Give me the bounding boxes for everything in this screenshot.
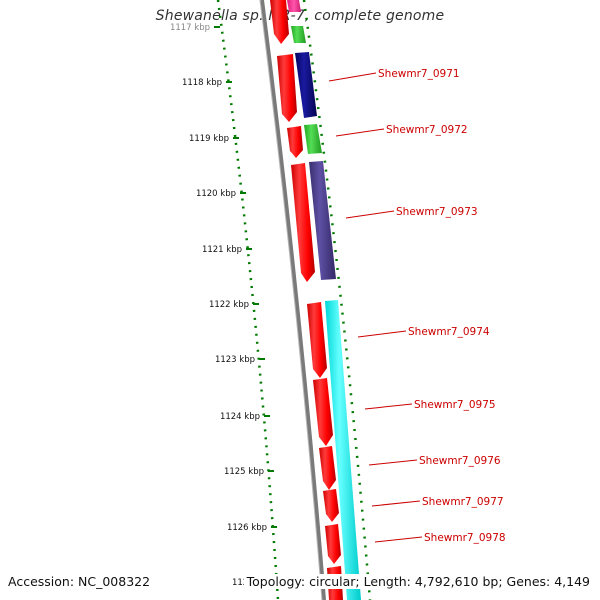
cds-arrow — [270, 0, 289, 44]
accession-label: Accession: NC_008322 — [8, 574, 151, 589]
gene-callout-line — [368, 459, 418, 466]
cds-arrow — [323, 489, 339, 522]
map-title: Shewanella sp. MR-7, complete genome — [155, 8, 445, 24]
gene-callout-line — [357, 330, 407, 338]
scale-tick-label: 1120 kbp — [196, 189, 236, 199]
gene-callout-line — [374, 536, 423, 543]
scale-tick-label: 1121 kbp — [202, 245, 242, 255]
gene-label: Shewmr7_0971 — [378, 68, 460, 80]
gene-label: Shewmr7_0974 — [408, 326, 490, 338]
scale-tick-label: 1126 kbp — [227, 523, 267, 533]
cds-arrow — [291, 163, 315, 282]
gene-callout-line — [364, 403, 413, 410]
cog-block-cyan — [325, 300, 361, 600]
gene-callout-line — [371, 500, 421, 507]
cog-block-navy — [295, 52, 317, 118]
cds-arrow — [307, 302, 327, 378]
scale-tick-label: 1122 kbp — [209, 300, 249, 310]
backbone-highlight — [259, 0, 323, 600]
cds-arrow — [277, 54, 297, 122]
gene-callouts: Shewmr7_0971 Shewmr7_0972 Shewmr7_0973 Shew… — [328, 68, 506, 544]
gene-callout-line — [335, 128, 385, 137]
gene-label: Shewmr7_0977 — [422, 496, 504, 508]
cog-block-green — [291, 26, 306, 43]
backbone-track — [260, 0, 326, 600]
scale-tick-label: 1117 kbp — [170, 23, 210, 33]
cds-arrow — [313, 378, 333, 446]
cog-block-purple — [309, 161, 336, 280]
genome-summary: Topology: circular; Length: 4,792,610 bp… — [243, 574, 590, 589]
scale-tick-label: 1118 kbp — [182, 78, 222, 88]
scale-ruler: 1117 kbp 1118 kbp 1119 kbp 1120 kbp 1121 kbp… — [170, 23, 282, 588]
gene-label: Shewmr7_0976 — [419, 455, 501, 467]
gene-callout-line — [328, 72, 377, 82]
scale-tick-label: 1119 kbp — [189, 134, 229, 144]
gene-label: Shewmr7_0972 — [386, 124, 468, 136]
gene-label: Shewmr7_0973 — [396, 206, 478, 218]
cds-arrow — [287, 126, 303, 158]
scale-tick-label: 1124 kbp — [220, 412, 260, 422]
gene-label: Shewmr7_0978 — [424, 532, 506, 544]
scale-tick-label: 1125 kbp — [224, 467, 264, 477]
cds-arrow — [319, 446, 336, 490]
cog-block-pink — [287, 0, 301, 12]
cds-arrow — [325, 524, 341, 564]
gene-label: Shewmr7_0975 — [414, 399, 496, 411]
gene-callout-line — [345, 210, 395, 219]
cog-category-track — [287, 0, 361, 600]
cog-block-green — [304, 124, 322, 154]
scale-tick-label: 1123 kbp — [215, 355, 255, 365]
